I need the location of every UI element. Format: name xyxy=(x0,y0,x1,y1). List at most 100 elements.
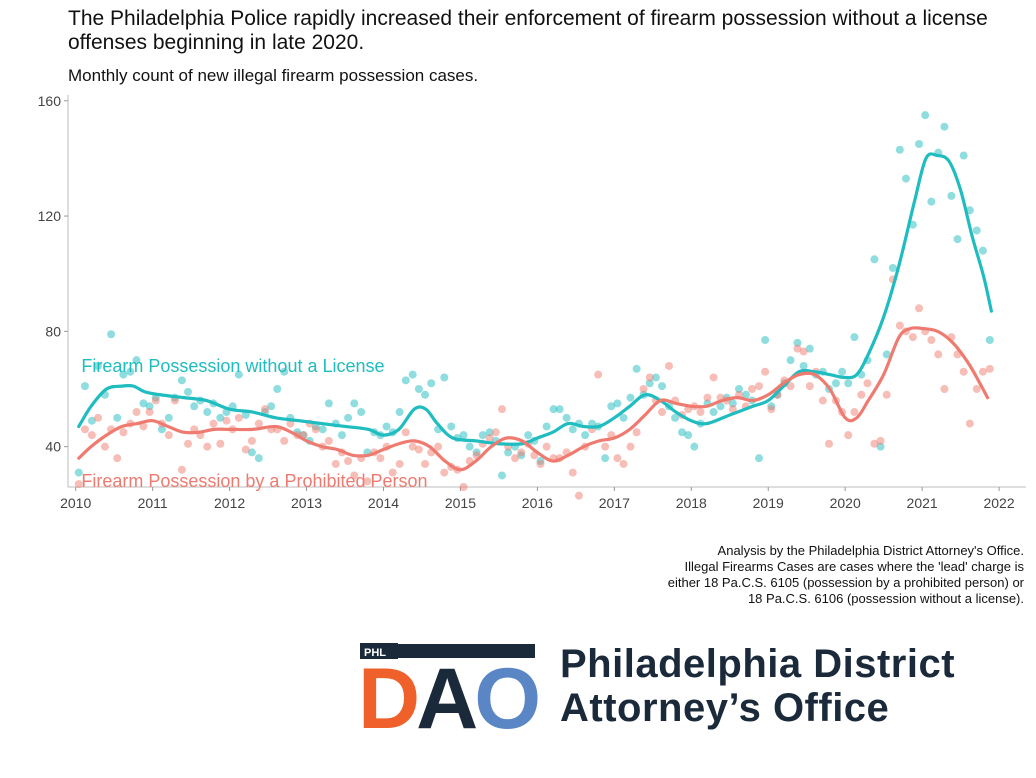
logo-badge: PHL xyxy=(364,647,386,659)
data-point xyxy=(504,448,513,457)
data-point xyxy=(119,428,128,437)
data-point xyxy=(350,471,359,480)
data-point xyxy=(344,457,353,466)
data-point xyxy=(497,471,506,480)
data-point xyxy=(170,396,179,405)
data-point xyxy=(953,235,962,244)
data-point xyxy=(459,431,468,440)
data-point xyxy=(607,402,616,411)
dao-mark-icon: PHL DAO xyxy=(358,643,542,747)
caption-line: Illegal Firearms Cases are cases where t… xyxy=(684,559,1024,574)
data-point xyxy=(421,390,430,399)
data-point xyxy=(626,442,635,451)
data-point xyxy=(388,468,397,477)
x-tick-label: 2011 xyxy=(138,495,168,511)
data-point xyxy=(157,425,166,434)
data-point xyxy=(857,390,866,399)
data-point xyxy=(177,465,186,474)
data-point xyxy=(324,399,333,408)
data-point xyxy=(357,408,366,417)
data-point xyxy=(613,399,622,408)
data-point xyxy=(876,442,885,451)
data-point xyxy=(882,350,891,359)
org-name-line1: Philadelphia District xyxy=(560,642,956,686)
data-point xyxy=(80,425,89,434)
data-point xyxy=(947,191,956,200)
x-tick-label: 2016 xyxy=(522,495,553,511)
data-point xyxy=(965,419,974,428)
data-point xyxy=(632,428,641,437)
data-point xyxy=(247,436,256,445)
data-point xyxy=(126,367,135,376)
data-point xyxy=(574,491,583,500)
data-point xyxy=(972,385,981,393)
data-point xyxy=(216,439,225,448)
data-point xyxy=(395,459,404,468)
x-tick-label: 2013 xyxy=(291,495,322,511)
data-point xyxy=(408,442,417,451)
data-point xyxy=(972,226,981,235)
data-point xyxy=(485,428,494,437)
data-point xyxy=(177,376,186,385)
data-point xyxy=(87,431,96,440)
data-point xyxy=(382,422,391,431)
data-point xyxy=(978,246,987,255)
x-tick-label: 2010 xyxy=(60,495,91,511)
svg-text:DAO: DAO xyxy=(360,651,538,732)
data-point xyxy=(645,373,654,382)
data-point xyxy=(741,390,750,399)
data-point xyxy=(927,197,936,206)
y-tick-label: 120 xyxy=(38,208,62,224)
data-point xyxy=(632,364,641,373)
data-point xyxy=(690,442,699,451)
data-point xyxy=(696,408,705,417)
y-tick-label: 160 xyxy=(38,93,62,109)
data-point xyxy=(658,408,667,417)
data-point xyxy=(850,333,859,342)
data-point xyxy=(703,393,712,402)
data-point xyxy=(818,396,827,405)
data-point xyxy=(959,367,968,376)
data-point xyxy=(74,480,83,489)
data-point xyxy=(139,399,148,408)
x-tick-label: 2017 xyxy=(599,495,630,511)
data-point xyxy=(671,413,680,422)
data-point xyxy=(511,454,520,463)
data-point xyxy=(728,405,737,414)
data-point xyxy=(619,413,628,422)
caption-line: 18 Pa.C.S. 6106 (possession without a li… xyxy=(747,591,1024,606)
data-point xyxy=(921,111,930,120)
data-point xyxy=(639,385,648,393)
chart-title: The Philadelphia Police rapidly increase… xyxy=(68,7,988,54)
data-point xyxy=(234,370,243,379)
data-point xyxy=(427,379,436,388)
data-point xyxy=(459,483,468,491)
data-point xyxy=(395,408,404,417)
data-point xyxy=(876,436,885,445)
data-point xyxy=(748,385,757,393)
data-point xyxy=(318,425,327,434)
data-point xyxy=(113,413,122,422)
chart: 40 80 120 160 2010 2011 2012 2013 2014 2015 2016 20… xyxy=(38,93,1026,511)
data-point xyxy=(132,408,141,417)
data-point xyxy=(799,361,808,370)
data-point xyxy=(793,344,802,353)
data-point xyxy=(447,422,456,431)
data-point xyxy=(132,356,141,365)
data-point xyxy=(555,405,564,414)
x-tick-label: 2022 xyxy=(983,495,1014,511)
data-point xyxy=(678,428,687,437)
data-point xyxy=(793,338,802,347)
data-point xyxy=(542,442,551,451)
data-point xyxy=(761,367,770,376)
data-point xyxy=(497,405,506,414)
data-point xyxy=(401,376,410,385)
data-point xyxy=(908,333,917,342)
data-point xyxy=(280,367,289,376)
data-point xyxy=(100,442,109,451)
data-point xyxy=(209,419,218,428)
data-point xyxy=(408,370,417,379)
x-tick-label: 2012 xyxy=(214,495,245,511)
data-point xyxy=(74,468,83,477)
data-point xyxy=(337,431,346,440)
